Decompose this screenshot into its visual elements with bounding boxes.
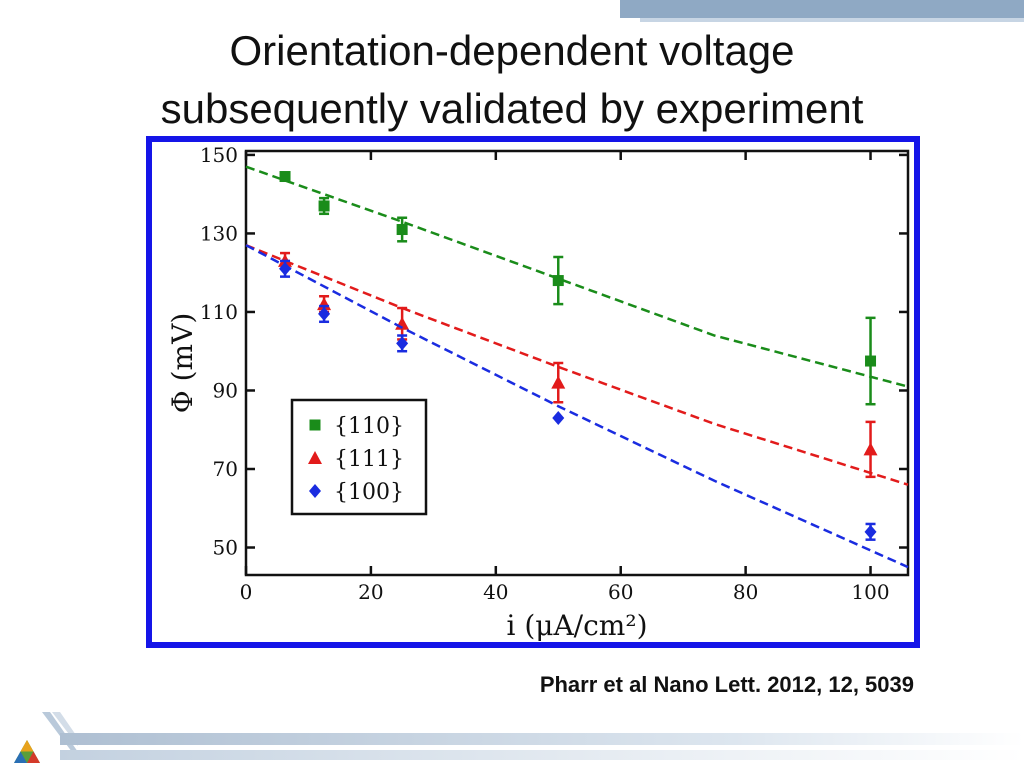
series-diamond [245,244,909,569]
y-tick-label: 90 [213,378,238,402]
data-point-diamond [552,410,565,425]
x-tick-label: 0 [240,580,253,604]
y-tick-label: 150 [200,143,238,167]
data-point-square [279,171,291,183]
data-point-triangle [863,442,878,456]
series-square [245,165,909,406]
footer-bar-secondary [60,750,1024,760]
slide-title-line-2: subsequently validated by experiment [160,85,864,132]
citation: Pharr et al Nano Lett. 2012, 12, 5039 [539,672,914,697]
legend-label: {111} [334,447,404,472]
data-point-square [396,224,408,236]
data-point-diamond [309,484,321,498]
x-tick-label: 100 [851,580,889,604]
data-point-diamond [318,306,331,321]
fit-line [245,244,909,569]
x-tick-label: 60 [608,580,633,604]
legend: {110} {111} {100} [290,398,428,516]
y-tick-label: 130 [200,221,238,245]
y-axis-label: Φ (mV) [166,313,199,413]
header-decoration-line [640,18,1024,22]
x-tick-label: 80 [733,580,758,604]
x-tick-label: 20 [358,580,383,604]
logo-icon [14,740,40,763]
slide-title-line-1: Orientation-dependent voltage [229,27,795,74]
fit-line [245,244,909,486]
data-point-square [552,275,564,287]
slide-title: Orientation-dependent voltage subsequent… [0,22,1024,132]
legend-label: {110} [334,414,404,439]
x-tick-label: 40 [483,580,508,604]
chart-frame: 0 20 40 60 80 100 50 70 90 110 130 150 i (μA/cm²) Φ (… [146,136,920,648]
data-point-diamond [864,524,877,539]
y-tick-label: 50 [213,536,238,560]
legend-label: {100} [334,480,404,505]
y-tick-label: 70 [213,457,238,481]
x-axis-label: i (μA/cm²) [506,609,647,642]
data-point-triangle [551,375,566,389]
data-point-diamond [279,261,292,276]
data-point-square [318,200,330,212]
fit-line [245,165,909,388]
header-decoration-band [620,0,1024,18]
plot-area-border [244,149,910,577]
data-point-triangle [308,451,322,464]
data-point-square [865,355,877,367]
data-point-square [309,419,321,431]
chart-svg: 0 20 40 60 80 100 50 70 90 110 130 150 i (μA/cm²) Φ (… [166,143,910,642]
y-tick-label: 110 [200,300,238,324]
footer-bar [60,733,1024,745]
data-point-diamond [396,336,409,351]
